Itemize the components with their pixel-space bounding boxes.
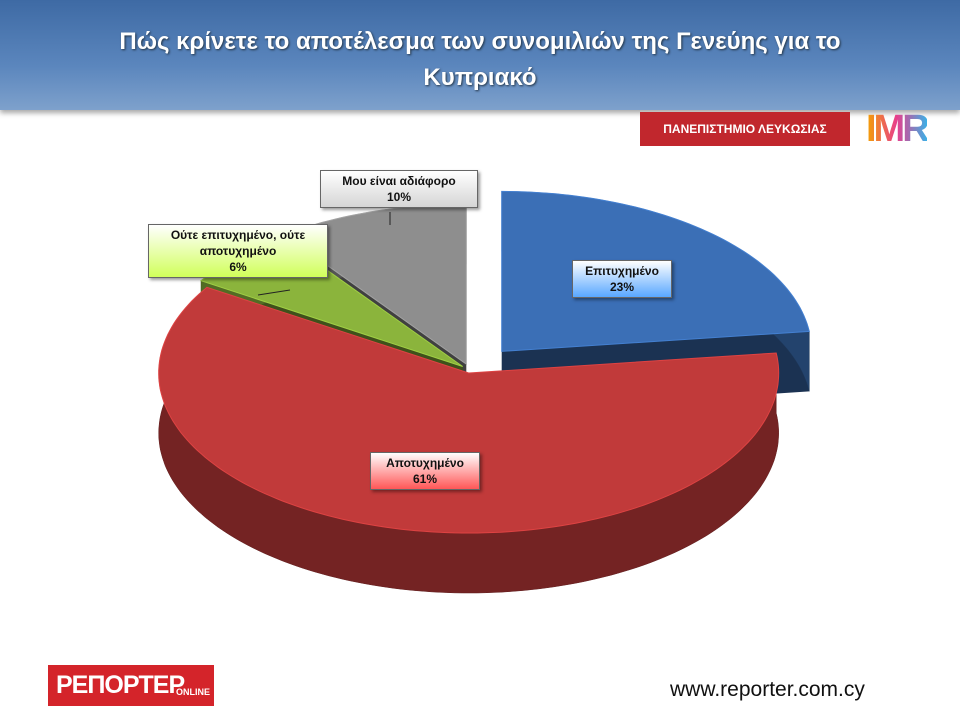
footer-url: www.reporter.com.cy xyxy=(670,678,865,701)
reporter-name: ΡΕΠΟΡΤΕΡ xyxy=(56,671,185,699)
reporter-logo: ΡΕΠΟΡΤΕΡ ONLINE xyxy=(48,665,214,706)
data-label: Επιτυχημένο 23% xyxy=(572,260,672,298)
title-bar xyxy=(0,0,960,110)
leader-line xyxy=(257,289,291,296)
value-label: 6% xyxy=(229,260,247,274)
data-label: Μου είναι αδιάφορο 10% xyxy=(320,170,478,208)
reporter-sub: ONLINE xyxy=(176,687,211,697)
imr-logo: IMR xyxy=(866,108,930,150)
value-label: 10% xyxy=(386,190,412,204)
title: Πώς κρίνετε το αποτέλεσμα των συνομιλιών… xyxy=(119,28,841,91)
category-label: Ούτε επιτυχημένο, ούτε αποτυχημένο xyxy=(170,228,306,258)
category-label: Αποτυχημένο xyxy=(386,456,464,470)
value-label: 23% xyxy=(609,280,635,294)
category-label: Μου είναι αδιάφορο xyxy=(342,174,456,188)
slice xyxy=(158,286,780,534)
value-label: 61% xyxy=(412,472,438,486)
category-label: Επιτυχημένο xyxy=(585,264,659,278)
data-label: Αποτυχημένο 61% xyxy=(370,452,480,490)
data-label: Ούτε επιτυχημένο, ούτε αποτυχημένο 6% xyxy=(148,224,328,278)
university-logo: ΠΑΝΕΠΙΣΤΗΜΙΟ ΛΕΥΚΩΣΙΑΣ xyxy=(640,112,850,146)
